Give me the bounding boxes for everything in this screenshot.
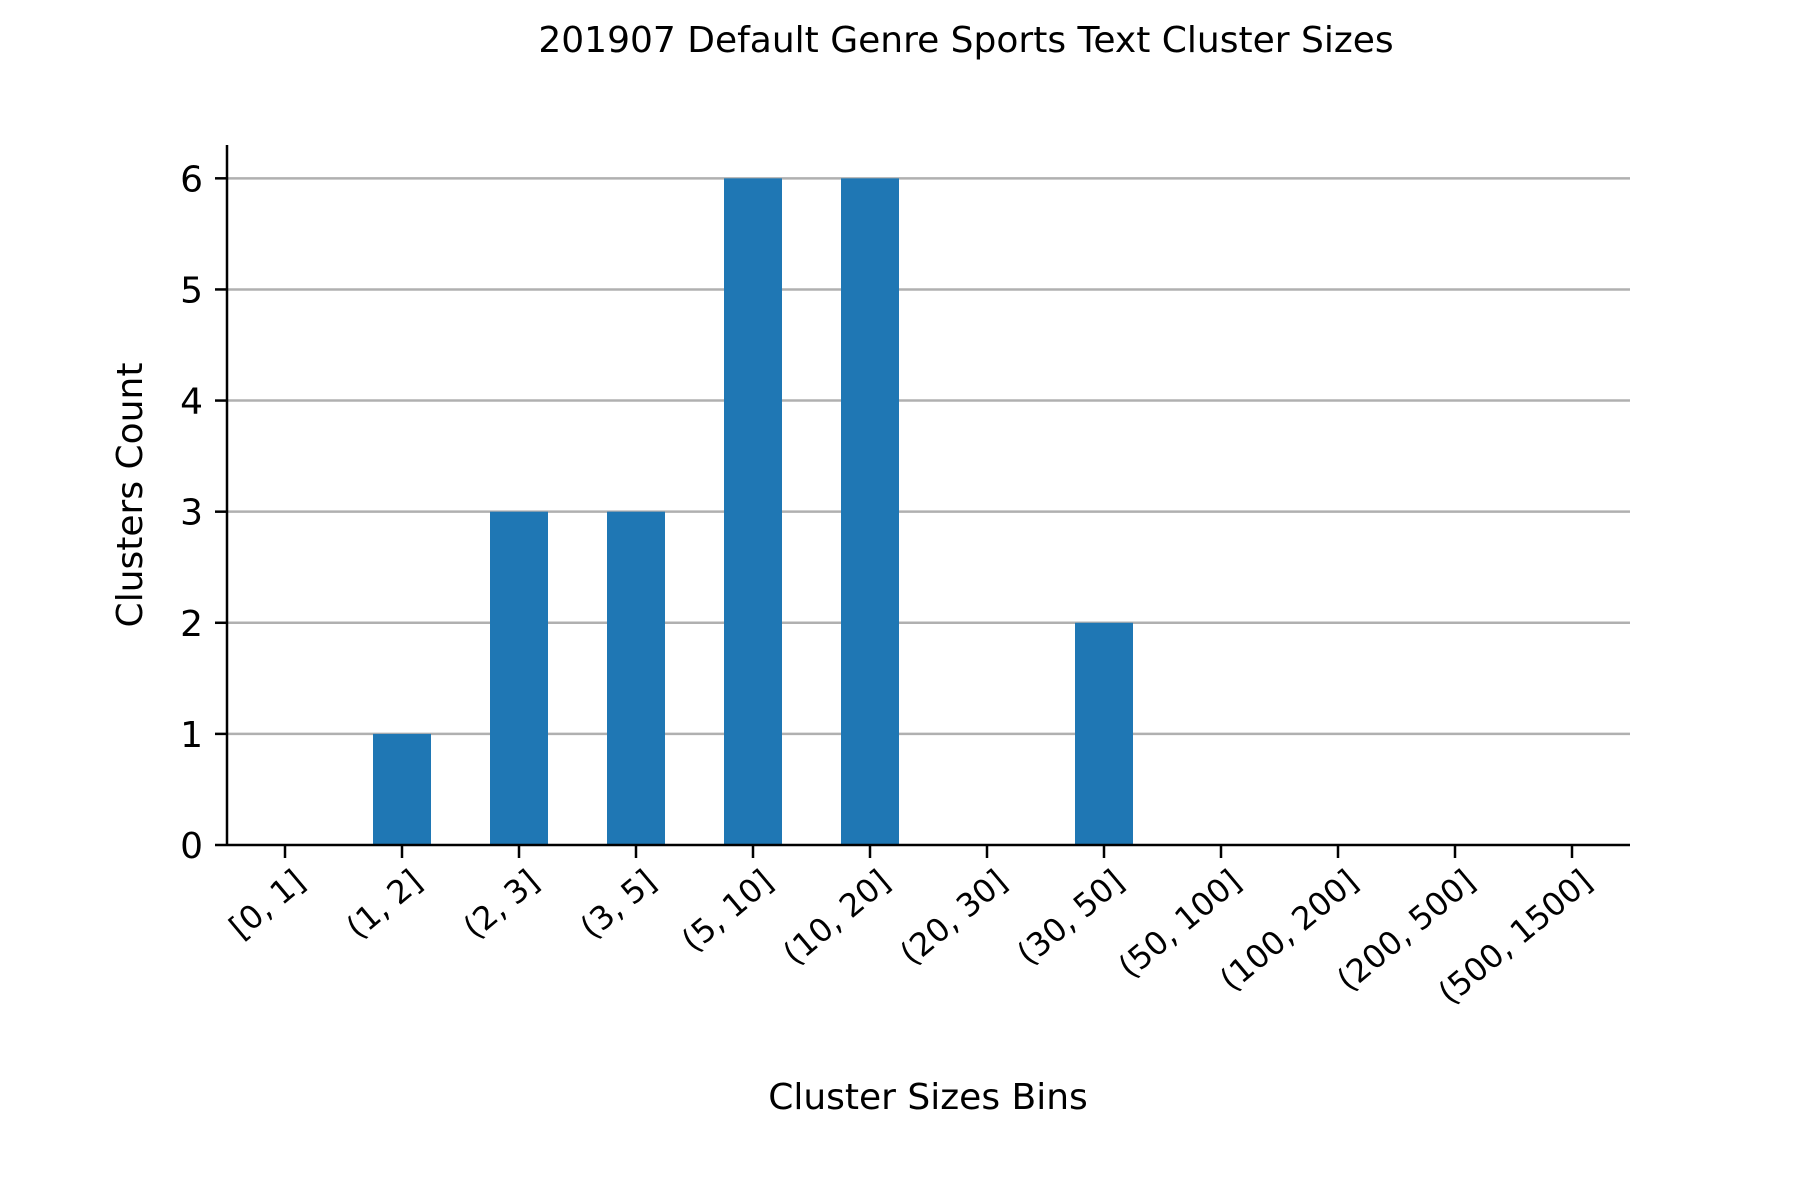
x-ticks: [0, 1] (1, 2] (2, 3] (3, 5] (5, 10](10, 20](… — [222, 845, 1599, 1012]
bars — [373, 178, 1133, 846]
y-tick-label: 1 — [180, 715, 203, 756]
axes — [225, 145, 1630, 847]
y-ticks: 0 1 2 3 4 5 6 — [180, 159, 227, 867]
y-tick-label: 5 — [180, 270, 203, 311]
bar — [373, 733, 431, 845]
bar — [841, 178, 899, 846]
chart-title: 201907 Default Genre Sports Text Cluster… — [538, 20, 1393, 61]
x-tick-label: (2, 3] — [456, 862, 546, 946]
bar — [607, 511, 665, 845]
x-axis-label: Cluster Sizes Bins — [768, 1077, 1088, 1118]
x-tick-label: (5, 10] — [674, 862, 780, 959]
y-axis-label: Clusters Count — [110, 363, 151, 628]
y-tick-label: 4 — [180, 382, 203, 423]
x-tick-label: (1, 2] — [339, 862, 429, 946]
bar — [724, 178, 782, 846]
y-tick-label: 2 — [180, 604, 203, 645]
grid-lines — [227, 177, 1630, 736]
y-tick-label: 3 — [180, 493, 203, 534]
x-tick-label: (20, 30] — [893, 862, 1015, 973]
x-tick-label: [0, 1] — [222, 862, 312, 946]
x-tick-label: (10, 20] — [776, 862, 898, 973]
bar — [490, 511, 548, 845]
x-tick-label: (3, 5] — [573, 862, 663, 946]
y-tick-label: 0 — [180, 826, 203, 867]
y-tick-label: 6 — [180, 159, 203, 200]
bar — [1075, 622, 1133, 845]
